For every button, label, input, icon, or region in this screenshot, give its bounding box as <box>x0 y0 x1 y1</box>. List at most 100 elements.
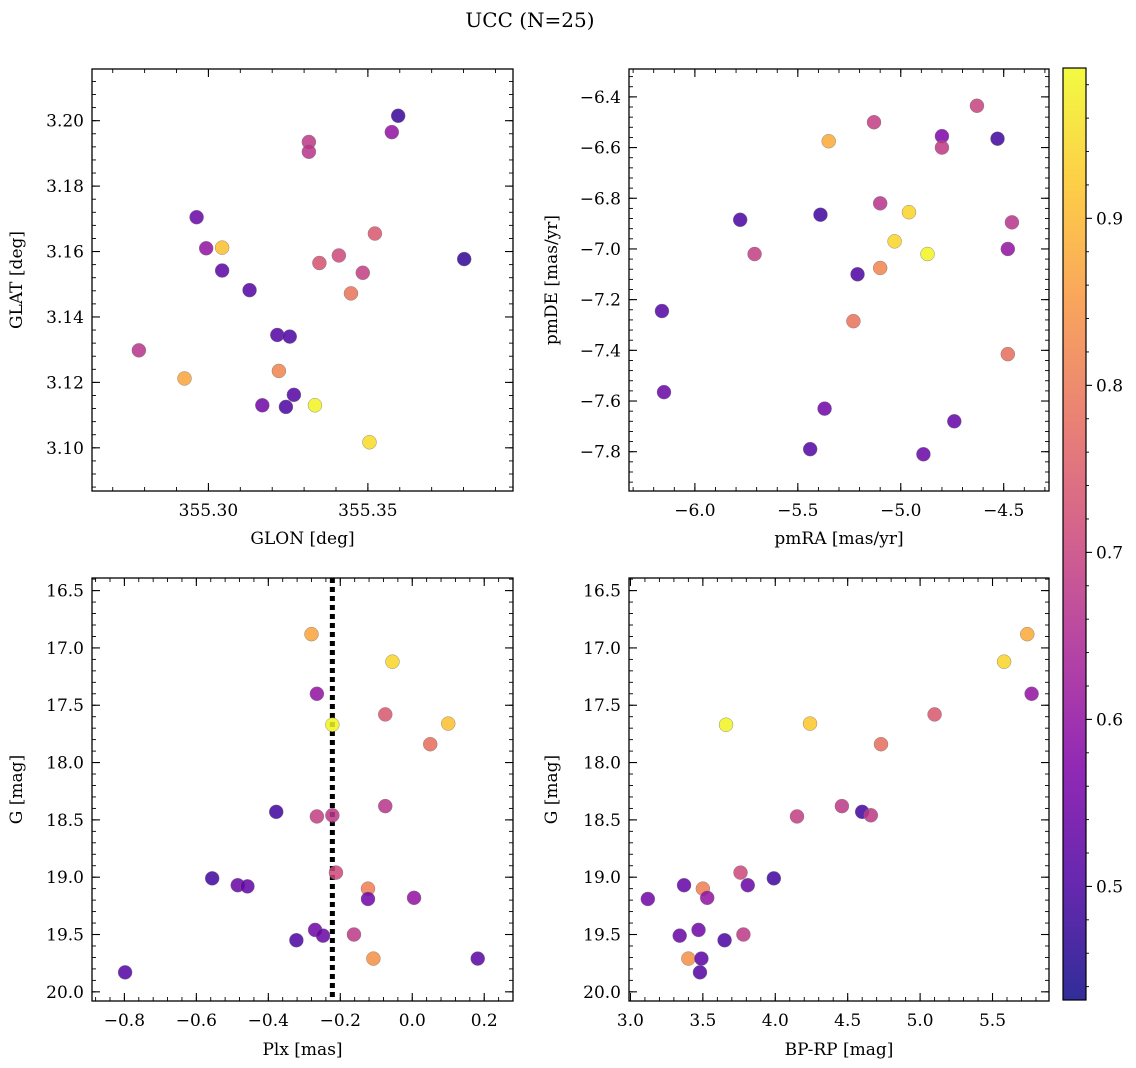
scatter-point <box>309 809 325 824</box>
scatter-point <box>1004 215 1020 230</box>
scatter-point <box>872 260 888 276</box>
scatter-point <box>672 928 687 943</box>
scatter-point <box>947 414 962 429</box>
major-ticks <box>92 578 513 1001</box>
scatter-point <box>866 115 882 130</box>
y-tick-label: 16.5 <box>46 582 84 602</box>
scatter-point <box>286 387 302 403</box>
y-tick-label: 3.14 <box>46 308 84 328</box>
y-tick-label: 3.18 <box>46 177 84 197</box>
scatter-point <box>640 891 656 907</box>
x-axis-label: GLON [deg] <box>250 529 354 549</box>
scatter-point <box>198 241 214 256</box>
scatter-point <box>355 265 370 281</box>
x-tick-label: 355.35 <box>338 501 397 521</box>
scatter-point <box>834 798 850 814</box>
scatter-point <box>378 798 393 814</box>
y-tick-label: −6.8 <box>580 189 621 209</box>
scatter-point <box>282 329 297 344</box>
scatter-point <box>307 398 323 413</box>
y-tick-label: −7.0 <box>580 240 621 260</box>
scatter-point <box>654 303 670 319</box>
scatter-point <box>301 144 317 159</box>
scatter-point <box>969 98 985 113</box>
scatter-point <box>872 196 888 211</box>
scatter-point <box>271 363 287 379</box>
x-tick-label: −5.0 <box>880 501 921 521</box>
y-tick-label: 3.20 <box>46 112 84 132</box>
scatter-point <box>691 922 706 938</box>
scatter-point <box>766 871 782 886</box>
scatter-point <box>1024 686 1039 701</box>
x-tick-label: 3.5 <box>689 1011 716 1031</box>
scatter-point <box>733 865 748 880</box>
panel-bprp-g: 3.0 3.5 4.0 4.5 5.0 5.5 16.5 17.0 17.5 18.0 18.5 19… <box>542 577 1050 1060</box>
y-tick-label: 19.5 <box>46 926 84 946</box>
x-tick-label: −0.6 <box>176 1011 217 1031</box>
colorbar-tick-label: 0.7 <box>1096 543 1123 563</box>
y-tick-label: 19.0 <box>46 868 84 888</box>
x-tick-label: 3.0 <box>617 1011 644 1031</box>
major-ticks <box>629 69 1049 491</box>
scatter-point <box>802 441 818 457</box>
scatter-point <box>131 343 147 358</box>
y-tick-label: 17.5 <box>583 696 621 716</box>
scatter-point <box>996 654 1012 669</box>
scatter-points <box>640 626 1039 980</box>
scatter-point <box>789 809 805 824</box>
x-tick-label: −0.4 <box>248 1011 289 1031</box>
y-tick-label: 18.5 <box>583 811 621 831</box>
x-axis-label: BP-RP [mag] <box>785 1040 894 1060</box>
scatter-point <box>343 286 359 301</box>
scatter-point <box>309 686 325 701</box>
colorbar-tick-label: 0.9 <box>1096 209 1123 229</box>
x-tick-label: 4.5 <box>834 1011 861 1031</box>
x-axis-label: pmRA [mas/yr] <box>774 529 903 549</box>
scatter-point <box>390 108 406 123</box>
major-ticks <box>92 69 513 491</box>
scatter-point <box>740 878 755 893</box>
y-tick-label: −7.4 <box>580 341 621 361</box>
panel-glon-glat: 355.30 355.35 3.10 3.12 3.14 3.16 3.18 3.20 GLON… <box>7 68 514 549</box>
y-tick-label: 20.0 <box>583 983 621 1003</box>
scatter-point <box>289 933 304 948</box>
y-tick-label: 18.0 <box>583 754 621 774</box>
scatter-point <box>406 890 422 906</box>
y-tick-label: 16.5 <box>583 582 621 602</box>
scatter-point <box>441 716 456 731</box>
axes-frame <box>91 68 514 492</box>
scatter-point <box>736 927 751 942</box>
colorbar-ticks: 0.5 0.6 0.7 0.8 0.9 <box>1086 84 1123 988</box>
scatter-point <box>378 707 393 722</box>
y-tick-label: 18.0 <box>46 754 84 774</box>
scatter-point <box>470 951 485 966</box>
scatter-point <box>817 401 832 416</box>
scatter-point <box>990 131 1005 146</box>
axes-frame <box>628 68 1050 492</box>
x-tick-label: 355.30 <box>179 501 238 521</box>
colorbar-tick-label: 0.8 <box>1096 376 1123 396</box>
y-tick-label: −6.6 <box>580 139 621 159</box>
scatter-point <box>887 234 902 249</box>
y-tick-label: 19.0 <box>583 868 621 888</box>
scatter-point <box>813 207 828 222</box>
y-tick-label: 18.5 <box>46 811 84 831</box>
scatter-point <box>700 890 715 906</box>
scatter-point <box>423 737 438 752</box>
y-tick-label: −7.8 <box>580 443 621 463</box>
scatter-points <box>654 98 1020 462</box>
x-tick-label: −6.0 <box>674 501 715 521</box>
axes-frame <box>91 577 514 1002</box>
y-axis-label: G [mag] <box>542 755 562 824</box>
scatter-point <box>1000 346 1016 362</box>
scatter-point <box>934 140 950 155</box>
scatter-point <box>901 205 917 220</box>
scatter-point <box>681 951 696 966</box>
y-tick-label: 17.0 <box>46 639 84 659</box>
scatter-point <box>920 246 935 262</box>
scatter-point <box>312 255 327 271</box>
y-axis-label: GLAT [deg] <box>7 231 27 329</box>
scatter-point <box>204 871 220 886</box>
scatter-point <box>328 865 344 880</box>
